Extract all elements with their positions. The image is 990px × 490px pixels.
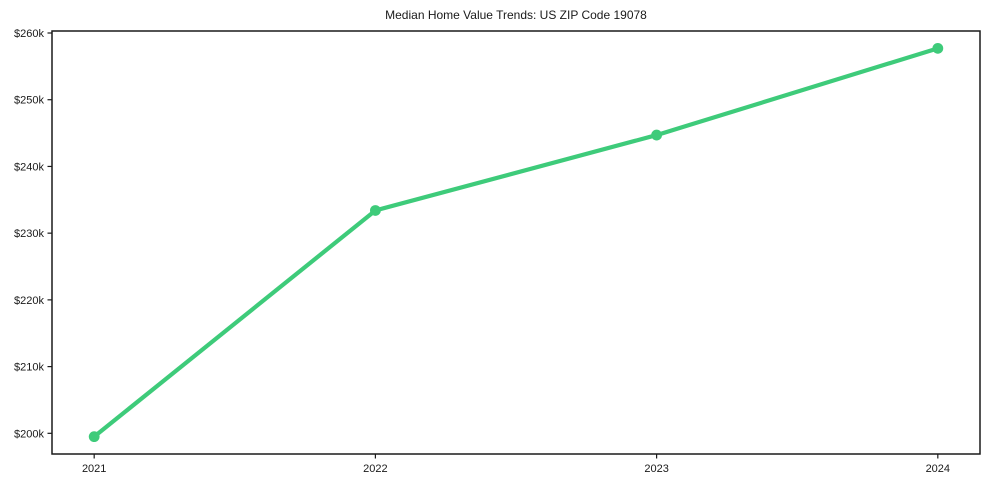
y-axis-tick-label: $200k [14, 428, 44, 440]
x-axis-tick-label: 2021 [82, 463, 106, 475]
y-axis-tick-label: $220k [14, 295, 44, 307]
chart-title: Median Home Value Trends: US ZIP Code 19… [385, 8, 647, 22]
y-axis-tick-label: $210k [14, 362, 44, 374]
data-point-2023 [651, 129, 663, 141]
data-point-2022 [369, 205, 381, 216]
y-axis-tick-label: $260k [14, 28, 44, 40]
y-axis-tick-label: $240k [14, 161, 44, 173]
x-axis-tick-label: 2024 [926, 463, 950, 475]
x-axis-tick-label: 2023 [644, 463, 668, 475]
line-series [92, 46, 940, 439]
x-axis-tick-label: 2022 [363, 463, 387, 475]
data-point-2021 [88, 431, 100, 443]
plot-border [51, 30, 981, 455]
y-axis-tick-label: $230k [14, 228, 44, 240]
data-point-2024 [932, 42, 944, 54]
y-axis-tick-label: $250k [14, 95, 44, 107]
